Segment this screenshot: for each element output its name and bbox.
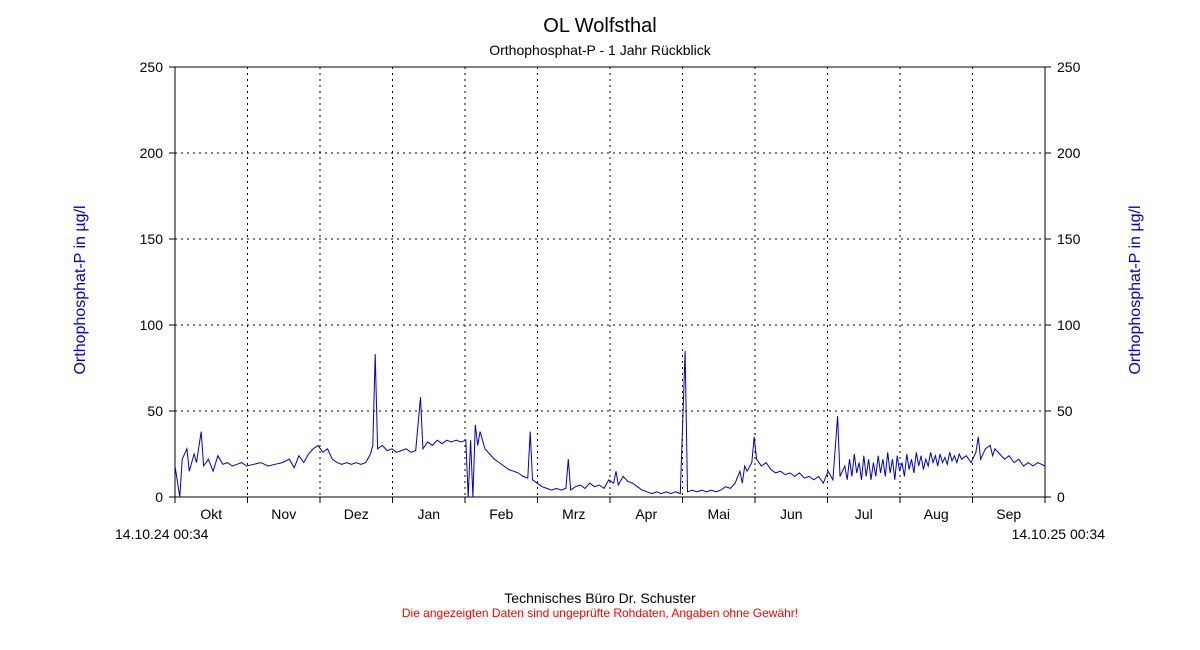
x-end-label: 14.10.25 00:34 bbox=[1012, 526, 1106, 542]
svg-text:50: 50 bbox=[1057, 403, 1073, 419]
chart-subtitle: Orthophosphat-P - 1 Jahr Rückblick bbox=[0, 42, 1200, 58]
x-month-label: Apr bbox=[635, 506, 657, 522]
x-month-label: Mai bbox=[707, 506, 730, 522]
y-axis-label-left: Orthophosphat-P in µg/l bbox=[72, 205, 89, 374]
svg-text:50: 50 bbox=[147, 403, 163, 419]
x-month-label: Okt bbox=[200, 506, 222, 522]
x-month-label: Dez bbox=[344, 506, 369, 522]
x-month-label: Sep bbox=[996, 506, 1021, 522]
svg-text:150: 150 bbox=[1057, 231, 1081, 247]
x-start-label: 14.10.24 00:34 bbox=[115, 526, 209, 542]
plot-border bbox=[175, 67, 1045, 497]
chart-svg: Orthophosphat-P in µg/l Orthophosphat-P … bbox=[0, 0, 1200, 650]
x-month-label: Jan bbox=[417, 506, 440, 522]
x-month-label: Mrz bbox=[562, 506, 585, 522]
chart-container: OL Wolfsthal Orthophosphat-P - 1 Jahr Rü… bbox=[0, 0, 1200, 650]
x-month-label: Nov bbox=[271, 506, 296, 522]
x-month-label: Aug bbox=[924, 506, 949, 522]
svg-text:0: 0 bbox=[1057, 489, 1065, 505]
svg-text:250: 250 bbox=[140, 59, 164, 75]
svg-text:0: 0 bbox=[155, 489, 163, 505]
x-month-label: Feb bbox=[489, 506, 513, 522]
footer-line-1: Technisches Büro Dr. Schuster bbox=[0, 590, 1200, 606]
svg-text:150: 150 bbox=[140, 231, 164, 247]
svg-text:200: 200 bbox=[140, 145, 164, 161]
footer-line-2: Die angezeigten Daten sind ungeprüfte Ro… bbox=[0, 606, 1200, 620]
svg-text:100: 100 bbox=[140, 317, 164, 333]
y-axis-label-right: Orthophosphat-P in µg/l bbox=[1127, 205, 1144, 374]
x-month-label: Jul bbox=[855, 506, 873, 522]
chart-title: OL Wolfsthal bbox=[0, 15, 1200, 38]
svg-text:200: 200 bbox=[1057, 145, 1081, 161]
gridlines bbox=[175, 67, 1045, 497]
x-month-label: Jun bbox=[780, 506, 803, 522]
svg-text:100: 100 bbox=[1057, 317, 1081, 333]
svg-text:250: 250 bbox=[1057, 59, 1081, 75]
